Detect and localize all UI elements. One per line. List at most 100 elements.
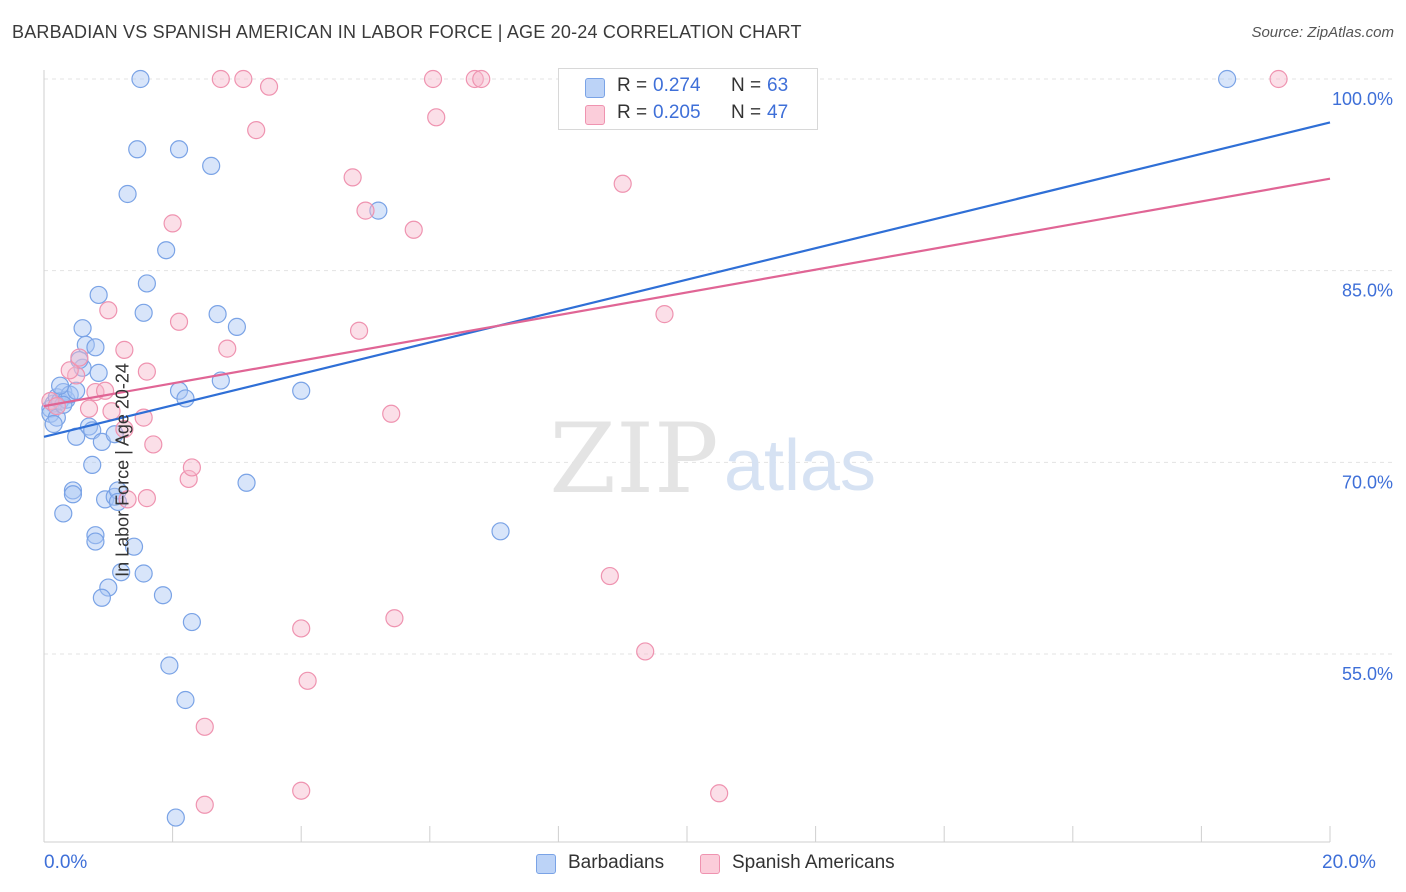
spanish-american-point	[163, 214, 182, 233]
spanish-american-point	[169, 312, 189, 331]
barbadian-point	[44, 414, 63, 434]
barbadian-point	[63, 481, 83, 500]
y-tick-labels: 100.0% 85.0% 70.0% 55.0%	[1332, 89, 1393, 684]
spanish-american-point	[137, 489, 156, 508]
barbadian-point	[369, 201, 388, 220]
spanish-american-point	[79, 399, 99, 418]
barbadian-point	[160, 656, 179, 675]
trend-lines	[43, 121, 1331, 438]
legend-swatch-barbadians	[585, 78, 605, 98]
barbadian-point	[92, 588, 111, 607]
bottom-legend-swatch-spanish-americans	[700, 854, 720, 874]
spanish-american-point	[1269, 69, 1288, 89]
barbadian-point	[124, 537, 144, 556]
spanish-american-point	[613, 174, 632, 193]
x-tick-min: 0.0%	[44, 852, 88, 873]
bottom-legend-label-spanish-americans: Spanish Americans	[732, 852, 895, 873]
barbadian-point	[166, 808, 185, 827]
chart-title: BARBADIAN VS SPANISH AMERICAN IN LABOR F…	[12, 22, 802, 42]
barbadian-point	[137, 274, 156, 293]
spanish-american-point	[195, 795, 214, 814]
spanish-american-point	[710, 784, 729, 803]
barbadian-point	[86, 338, 105, 357]
spanish-american-point	[182, 458, 201, 477]
barbadian-point	[105, 425, 124, 444]
spanish-american-point	[47, 397, 66, 416]
barbadian-point	[134, 564, 153, 583]
spanish-american-point	[465, 69, 484, 89]
spanish-american-trend-line	[43, 177, 1331, 408]
barbadian-point	[153, 586, 173, 605]
spanish-american-point	[247, 121, 266, 140]
legend-row-spanish-americans: R = 0.205 N = 47	[559, 101, 817, 127]
spanish-american-point	[655, 305, 674, 324]
legend-r-label: R =	[617, 75, 648, 96]
barbadian-point	[227, 317, 246, 336]
barbadian-point	[202, 156, 221, 175]
barbadian-point	[50, 376, 70, 395]
legend-n-value: 47	[767, 102, 789, 123]
axes	[43, 70, 1331, 843]
spanish-american-point	[115, 340, 134, 359]
grid-lines	[44, 78, 1392, 655]
barbadian-point	[89, 363, 108, 382]
watermark-atlas: atlas	[724, 426, 876, 506]
legend-n-label: N =	[731, 75, 762, 96]
spanish-american-point	[70, 348, 89, 367]
spanish-american-point	[137, 362, 156, 381]
spanish-american-point	[292, 619, 311, 638]
stats-legend: R = 0.274 N = 63 R = 0.205 N = 47	[558, 68, 818, 130]
source-credit: Source: ZipAtlas.com	[1251, 24, 1394, 41]
legend-row-barbadians: R = 0.274 N = 63	[559, 74, 817, 100]
spanish-american-point	[600, 566, 619, 586]
y-tick-label: 85.0%	[1342, 281, 1393, 301]
spanish-american-point	[404, 220, 423, 239]
barbadian-point	[83, 455, 102, 474]
y-axis-label: In Labor Force | Age 20-24	[112, 363, 133, 577]
barbadian-point	[1218, 69, 1237, 89]
barbadian-point	[292, 381, 311, 400]
legend-n-value: 63	[767, 75, 789, 96]
barbadian-point	[63, 485, 83, 504]
barbadian-point	[112, 563, 131, 582]
barbadian-point	[54, 504, 73, 523]
spanish-american-point	[636, 642, 655, 661]
spanish-american-point	[356, 201, 375, 220]
spanish-american-point	[382, 404, 401, 423]
spanish-american-point	[298, 671, 317, 690]
spanish-american-point	[259, 77, 279, 96]
legend-swatch-spanish-americans	[585, 105, 605, 125]
spanish-american-point	[99, 301, 118, 320]
barbadian-point	[89, 285, 108, 305]
watermark-zip: ZIP	[549, 403, 718, 515]
legend-r-label: R =	[617, 102, 648, 123]
barbadian-point	[128, 140, 147, 159]
spanish-american-point	[343, 168, 362, 187]
spanish-american-point	[195, 717, 214, 736]
legend-n-label: N =	[731, 102, 762, 123]
y-tick-label: 70.0%	[1342, 472, 1393, 492]
barbadian-point	[237, 473, 256, 492]
spanish-american-point	[423, 69, 443, 89]
barbadian-point	[86, 532, 105, 551]
legend-r-value: 0.205	[653, 102, 701, 123]
barbadian-point	[157, 241, 176, 260]
spanish-american-point	[218, 339, 237, 358]
bottom-legend-swatch-barbadians	[536, 854, 556, 874]
spanish-american-point	[179, 469, 198, 489]
bottom-legend-label-barbadians: Barbadians	[568, 852, 665, 873]
barbadian-point	[491, 522, 510, 541]
y-tick-label: 55.0%	[1342, 664, 1393, 684]
barbadian-point	[208, 305, 227, 324]
watermark: ZIP atlas	[549, 403, 876, 515]
barbadian-point	[182, 612, 201, 632]
x-tick-max: 20.0%	[1322, 852, 1376, 873]
spanish-american-point	[115, 420, 134, 439]
y-tick-label: 100.0%	[1332, 89, 1393, 109]
barbadian-point	[134, 303, 153, 322]
barbadian-point	[99, 578, 118, 597]
barbadian-point	[118, 184, 137, 204]
barbadian-point	[67, 381, 86, 400]
barbadian-point	[131, 69, 150, 89]
